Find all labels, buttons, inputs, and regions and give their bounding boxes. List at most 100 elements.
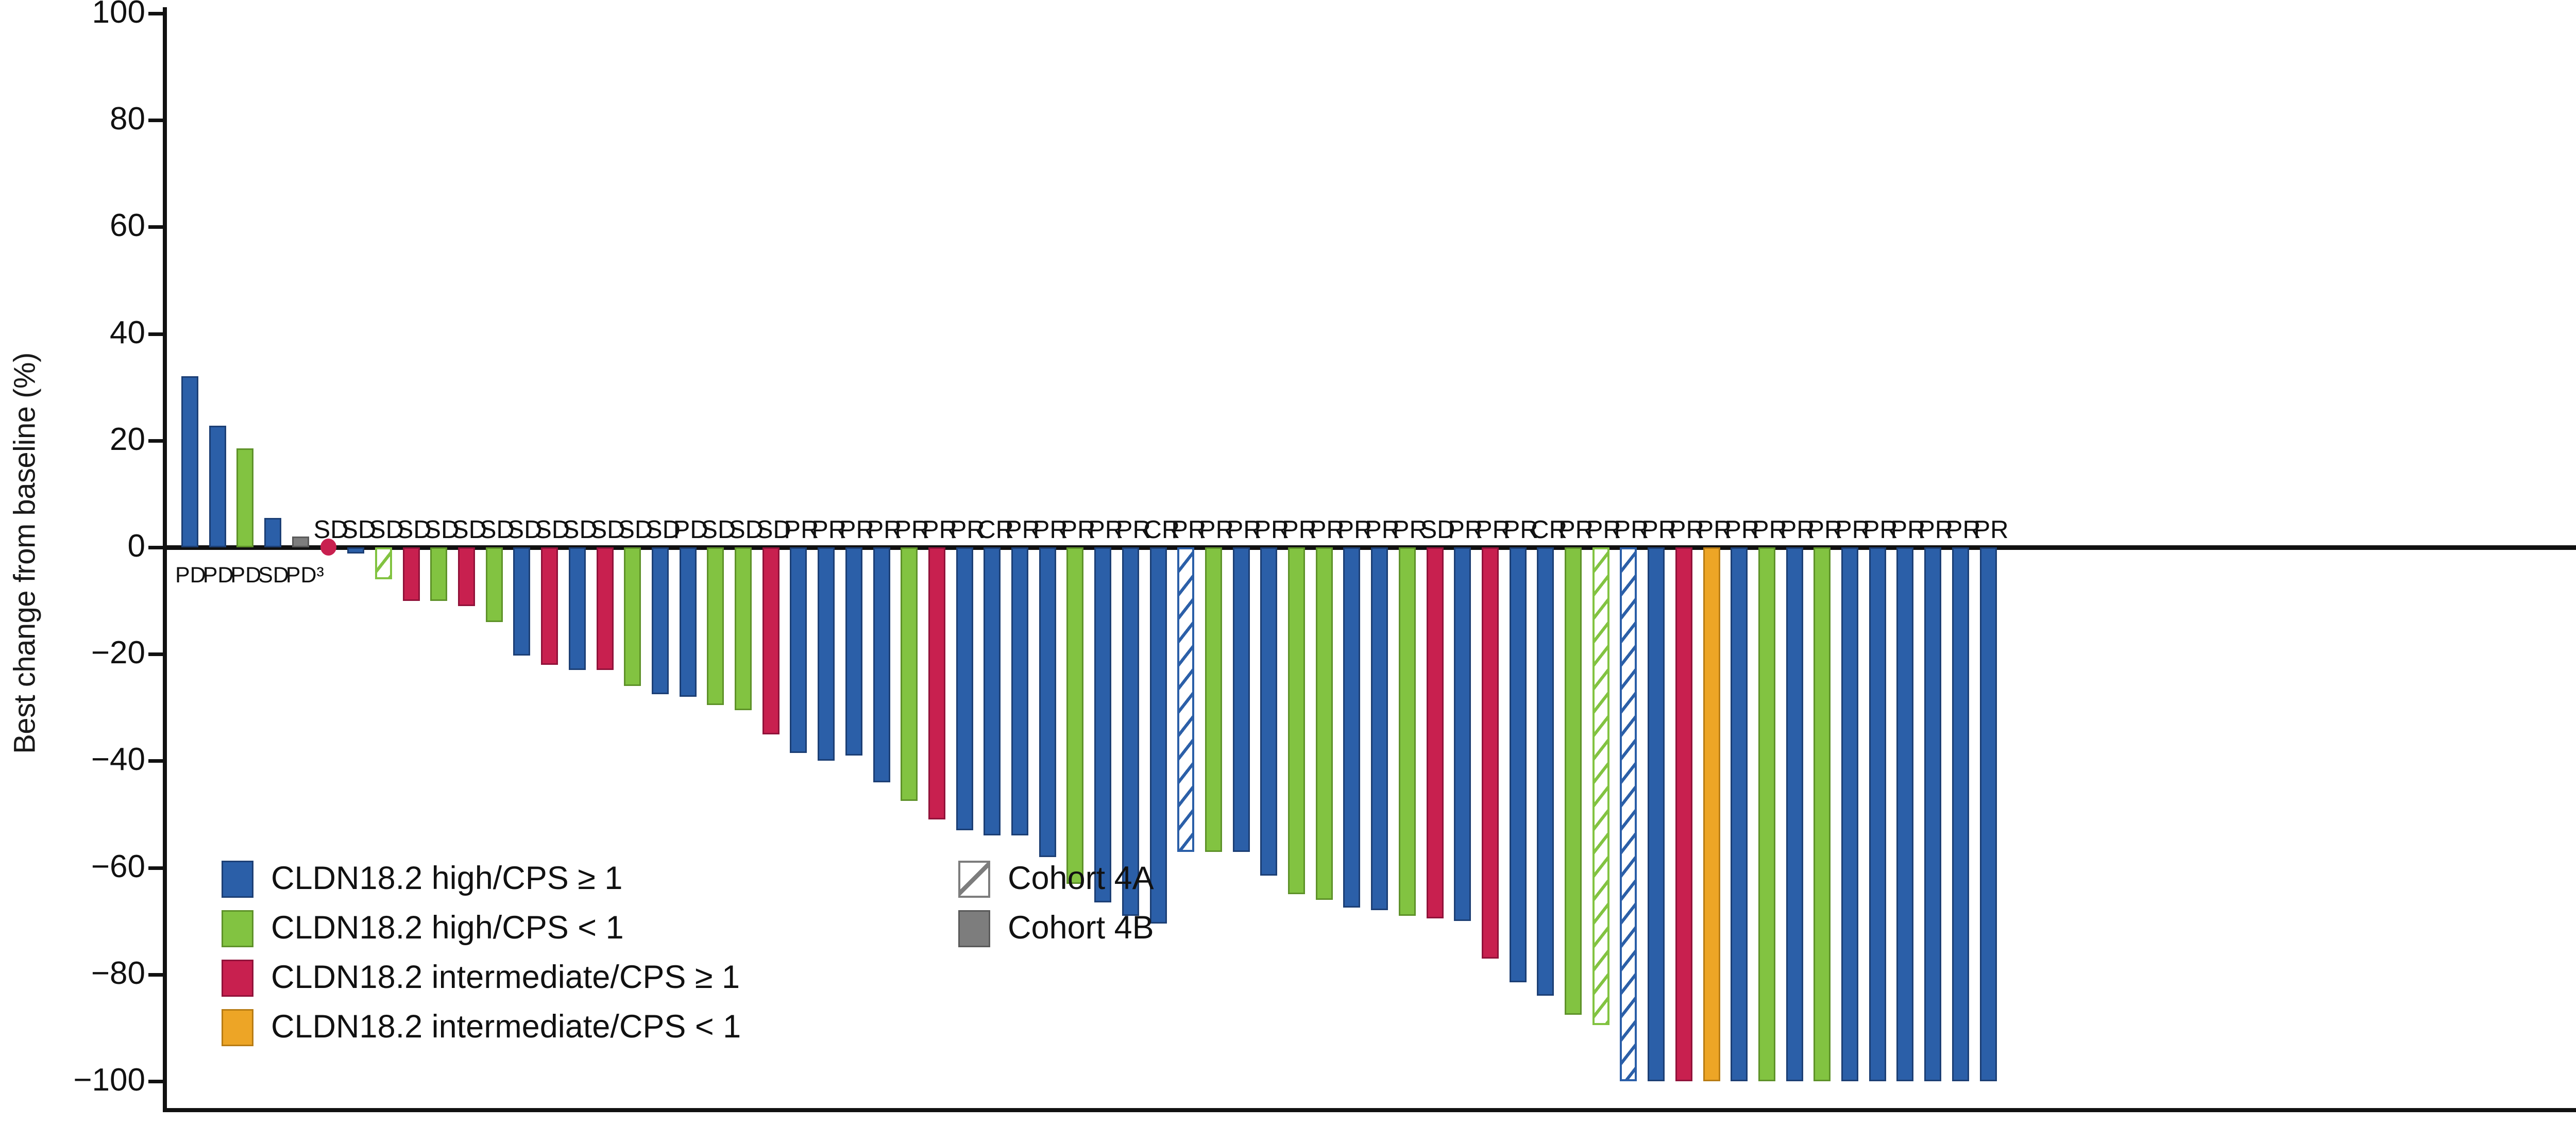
response-label-above: SD xyxy=(424,516,460,544)
bar xyxy=(1426,547,1444,919)
response-label-above: CR xyxy=(1143,516,1180,544)
legend-swatch-green xyxy=(222,910,253,947)
response-label-above: PR xyxy=(1060,516,1096,544)
bar xyxy=(624,547,641,686)
bar xyxy=(1537,547,1554,996)
bar xyxy=(568,547,586,671)
response-label-above: PR xyxy=(950,516,985,544)
bar xyxy=(1924,547,1942,1081)
bar xyxy=(264,518,282,547)
y-tick-mark xyxy=(148,12,163,15)
response-label-above: SD xyxy=(645,516,681,544)
response-label-above: SD xyxy=(368,516,404,544)
bar xyxy=(707,547,724,705)
bar xyxy=(458,547,475,606)
response-label-above: PR xyxy=(1697,516,1732,544)
bar xyxy=(1731,547,1748,1081)
response-label-above: SD xyxy=(562,516,598,544)
bar xyxy=(1565,547,1582,1015)
response-label-above: PR xyxy=(1503,516,1538,544)
bar xyxy=(790,547,807,753)
bar xyxy=(1232,547,1250,852)
bar xyxy=(956,547,973,831)
legend-label: Cohort 4B xyxy=(1008,910,1154,946)
response-label-above: PR xyxy=(1641,516,1677,544)
bar xyxy=(1398,547,1416,916)
response-label-above: PR xyxy=(839,516,874,544)
bar xyxy=(1675,547,1692,1081)
bar xyxy=(1509,547,1527,983)
legend-swatch-gray xyxy=(958,910,990,947)
y-tick-label: 60 xyxy=(110,208,145,244)
bar xyxy=(1841,547,1858,1081)
response-label-above: PR xyxy=(1752,516,1787,544)
response-label-above: SD xyxy=(618,516,653,544)
response-label-above: SD xyxy=(479,516,515,544)
bar xyxy=(679,547,697,697)
response-label-below: PD xyxy=(175,563,206,588)
response-label-above: PR xyxy=(1392,516,1428,544)
bar xyxy=(541,547,558,665)
response-label-above: PR xyxy=(1973,516,2009,544)
response-label-above: PR xyxy=(1309,516,1345,544)
response-label-above: PR xyxy=(1945,516,1981,544)
response-label-above: PR xyxy=(867,516,902,544)
response-label-above: PR xyxy=(894,516,930,544)
response-label-above: SD xyxy=(701,516,736,544)
y-tick-mark xyxy=(148,119,163,123)
response-label-above: CR xyxy=(977,516,1014,544)
response-label-above: PR xyxy=(1088,516,1124,544)
legend-swatch-orange xyxy=(222,1009,253,1046)
bar xyxy=(347,547,365,554)
zero-value-marker xyxy=(320,539,336,556)
y-tick-label: −40 xyxy=(91,742,145,778)
legend-label: Cohort 4A xyxy=(1008,860,1154,896)
y-axis-line xyxy=(163,7,167,1111)
response-label-below: PD³ xyxy=(285,563,324,588)
bar xyxy=(1481,547,1499,959)
bar xyxy=(873,547,890,782)
response-label-below: PD xyxy=(230,563,262,588)
response-label-above: PR xyxy=(1171,516,1207,544)
bar xyxy=(430,547,448,601)
response-label-above: PR xyxy=(1890,516,1926,544)
response-label-above: SD xyxy=(756,516,791,544)
legend-swatch-blue xyxy=(222,861,253,898)
response-label-above: PR xyxy=(1115,516,1151,544)
response-label-above: SD xyxy=(590,516,625,544)
bar xyxy=(402,547,420,601)
bar xyxy=(1758,547,1775,1081)
y-tick-label: −20 xyxy=(91,635,145,671)
response-label-above: PR xyxy=(1032,516,1068,544)
response-label-above: PR xyxy=(1669,516,1704,544)
bar xyxy=(1371,547,1388,911)
bar xyxy=(1260,547,1278,876)
bar xyxy=(485,547,503,623)
bar xyxy=(735,547,752,710)
bar xyxy=(236,448,254,547)
y-tick-label: 0 xyxy=(127,528,145,564)
response-label-above: PR xyxy=(1282,516,1317,544)
y-tick-label: −100 xyxy=(73,1062,145,1098)
bar xyxy=(1786,547,1803,1081)
bar xyxy=(1979,547,1997,1081)
bar xyxy=(209,425,226,547)
response-label-above: PR xyxy=(1586,516,1621,544)
y-tick-label: 20 xyxy=(110,421,145,457)
response-label-above: PR xyxy=(1365,516,1400,544)
legend-label: CLDN18.2 intermediate/CPS < 1 xyxy=(271,1009,741,1045)
response-label-above: PR xyxy=(1337,516,1372,544)
y-tick-mark xyxy=(148,332,163,336)
bar xyxy=(1454,547,1471,921)
bar xyxy=(596,547,614,671)
bar xyxy=(1592,547,1609,1026)
response-label-above: PR xyxy=(1918,516,1954,544)
response-label-below: PD xyxy=(202,563,234,588)
bar xyxy=(1343,547,1361,908)
response-label-above: PR xyxy=(1005,516,1041,544)
y-tick-label: 80 xyxy=(110,101,145,137)
response-label-above: PR xyxy=(1614,516,1649,544)
bar xyxy=(818,547,835,761)
bar xyxy=(1122,547,1139,916)
